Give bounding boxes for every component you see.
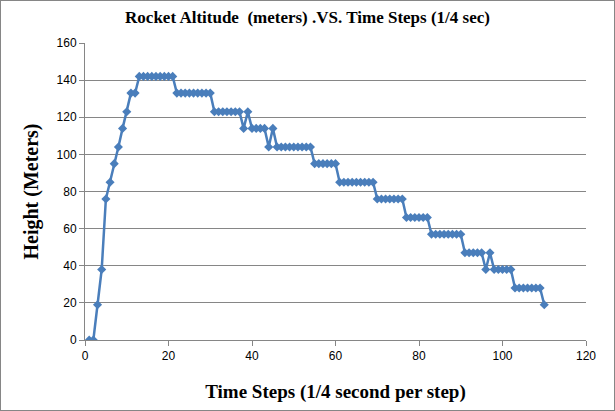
svg-text:100: 100 bbox=[57, 148, 77, 162]
svg-text:20: 20 bbox=[63, 296, 77, 310]
svg-text:40: 40 bbox=[245, 349, 259, 363]
svg-text:Rocket Altitude (meters) .VS.: Rocket Altitude (meters) .VS. Time Steps… bbox=[125, 8, 490, 27]
svg-text:Height (Meters): Height (Meters) bbox=[20, 123, 43, 259]
svg-text:160: 160 bbox=[57, 36, 77, 50]
svg-text:60: 60 bbox=[329, 349, 343, 363]
svg-text:40: 40 bbox=[63, 259, 77, 273]
svg-text:20: 20 bbox=[162, 349, 176, 363]
svg-text:100: 100 bbox=[492, 349, 512, 363]
svg-text:0: 0 bbox=[70, 333, 77, 347]
svg-text:60: 60 bbox=[63, 222, 77, 236]
svg-text:0: 0 bbox=[82, 349, 89, 363]
svg-text:80: 80 bbox=[63, 185, 77, 199]
svg-text:120: 120 bbox=[57, 110, 77, 124]
svg-text:140: 140 bbox=[57, 73, 77, 87]
svg-text:Time Steps (1/4 second per ste: Time Steps (1/4 second per step) bbox=[205, 381, 466, 403]
svg-text:80: 80 bbox=[412, 349, 426, 363]
svg-text:120: 120 bbox=[576, 349, 596, 363]
